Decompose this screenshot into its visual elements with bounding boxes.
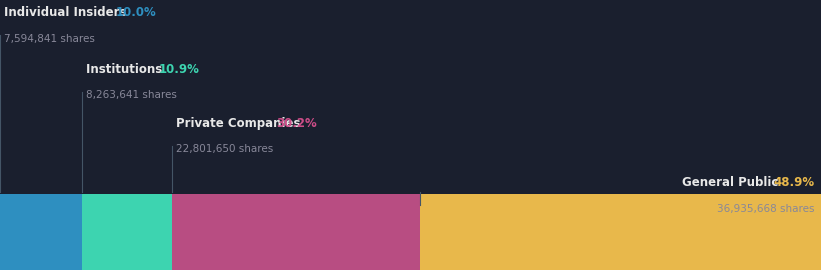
Text: 10.0%: 10.0% <box>116 6 157 19</box>
Bar <box>0 194 82 270</box>
Text: 48.9%: 48.9% <box>773 176 814 189</box>
Text: 22,801,650 shares: 22,801,650 shares <box>176 144 273 154</box>
Bar <box>420 194 821 270</box>
Text: 30.2%: 30.2% <box>276 117 317 130</box>
Text: General Public: General Public <box>682 176 782 189</box>
Text: 7,594,841 shares: 7,594,841 shares <box>4 34 95 44</box>
Bar <box>82 194 172 270</box>
Text: Private Companies: Private Companies <box>176 117 305 130</box>
Text: Institutions: Institutions <box>86 63 167 76</box>
Text: 8,263,641 shares: 8,263,641 shares <box>86 90 177 100</box>
Text: Individual Insiders: Individual Insiders <box>4 6 131 19</box>
Bar <box>172 194 420 270</box>
Text: Individual Insiders  10.0%: Individual Insiders 10.0% <box>4 6 176 19</box>
Text: 10.9%: 10.9% <box>158 63 200 76</box>
Text: Private Companies  30.2%: Private Companies 30.2% <box>176 117 349 130</box>
Text: 36,935,668 shares: 36,935,668 shares <box>717 204 814 214</box>
Text: Institutions  10.9%: Institutions 10.9% <box>86 63 212 76</box>
